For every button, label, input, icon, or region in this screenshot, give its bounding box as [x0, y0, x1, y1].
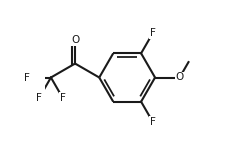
Text: F: F: [24, 73, 30, 82]
Text: F: F: [60, 93, 66, 103]
Text: O: O: [175, 73, 184, 82]
Text: O: O: [71, 35, 79, 45]
Text: F: F: [36, 93, 42, 103]
Text: F: F: [150, 117, 156, 127]
Text: F: F: [150, 28, 156, 38]
